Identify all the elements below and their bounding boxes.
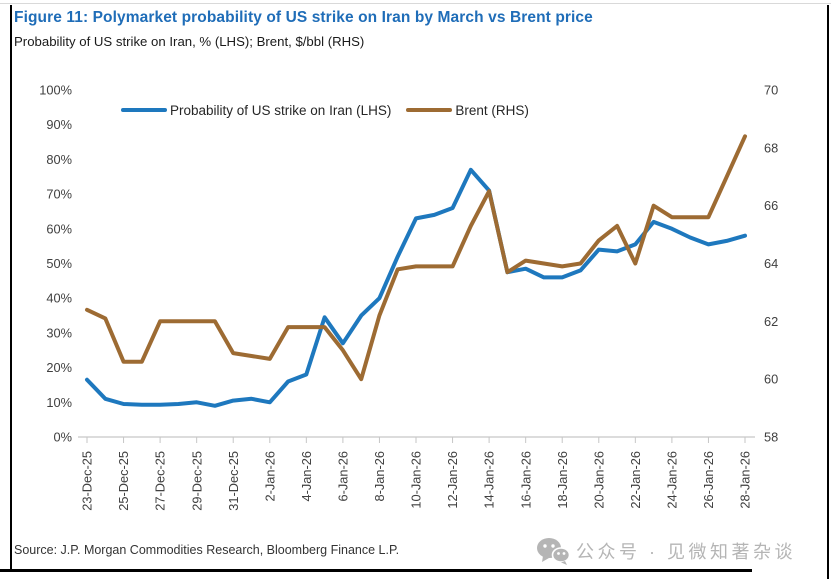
x-axis-tick-label: 16-Jan-26: [518, 451, 533, 509]
right-axis-tick-label: 60: [764, 372, 778, 387]
left-axis-tick-label: 80%: [46, 152, 72, 167]
chart-legend: Probability of US strike on Iran (LHS) B…: [121, 101, 529, 119]
page-border-bottom: [0, 569, 752, 572]
x-axis-tick-label: 18-Jan-26: [555, 451, 570, 509]
source-note: Source: J.P. Morgan Commodities Research…: [14, 543, 400, 557]
x-axis-tick-label: 6-Jan-26: [335, 451, 350, 502]
wechat-icon: [537, 538, 570, 565]
right-axis-tick-label: 64: [764, 256, 778, 271]
brent-line-swatch: [406, 107, 453, 113]
brent-line: [85, 134, 747, 382]
page-title: Figure 11: Polymarket probability of US …: [14, 9, 593, 26]
legend-item-probability: Probability of US strike on Iran (LHS): [121, 103, 391, 118]
watermark-text: 公众号 · 见微知著杂谈: [576, 542, 796, 562]
left-axis-tick-label: 90%: [46, 117, 72, 132]
x-axis-tick-label: 25-Dec-25: [116, 451, 131, 511]
x-axis-tick-label: 27-Dec-25: [153, 451, 168, 511]
legend-item-brent: Brent (RHS): [406, 103, 529, 118]
x-axis-tick-label: 8-Jan-26: [372, 451, 387, 502]
right-axis-tick-label: 66: [764, 198, 778, 213]
left-axis-tick-label: 60%: [46, 221, 72, 236]
x-axis-tick-label: 31-Dec-25: [226, 451, 241, 511]
legend-label-brent: Brent (RHS): [455, 102, 529, 118]
top-divider: [0, 3, 831, 4]
x-axis-tick-label: 14-Jan-26: [482, 451, 497, 509]
left-axis-tick-label: 70%: [46, 187, 72, 202]
right-axis-tick-label: 58: [764, 430, 778, 445]
left-axis-tick-label: 20%: [46, 360, 72, 375]
left-axis-tick-label: 50%: [46, 256, 72, 271]
x-axis-tick-label: 20-Jan-26: [591, 451, 606, 509]
right-axis-tick-label: 68: [764, 140, 778, 155]
x-axis-tick-label: 23-Dec-25: [80, 451, 95, 511]
x-axis-tick-label: 10-Jan-26: [409, 451, 424, 509]
page-border-right: [827, 5, 829, 579]
watermark: 公众号 · 见微知著杂谈: [536, 537, 796, 565]
right-axis-tick-label: 62: [764, 314, 778, 329]
x-axis-tick-label: 2-Jan-26: [262, 451, 277, 502]
probability-line-swatch: [121, 107, 167, 113]
page-border-left: [10, 5, 12, 572]
left-axis-tick-label: 30%: [46, 325, 72, 340]
x-axis-tick-label: 22-Jan-26: [628, 451, 643, 509]
left-axis-tick-label: 100%: [39, 83, 72, 98]
right-axis-tick-label: 70: [764, 83, 778, 98]
x-axis-tick-label: 24-Jan-26: [664, 451, 679, 509]
legend-label-probability: Probability of US strike on Iran (LHS): [170, 102, 392, 118]
chart-subtitle: Probability of US strike on Iran, % (LHS…: [14, 34, 365, 49]
probability-line: [85, 167, 747, 408]
x-axis-tick-label: 4-Jan-26: [299, 451, 314, 502]
x-axis-tick-label: 28-Jan-26: [738, 451, 753, 509]
left-axis-tick-label: 40%: [46, 291, 72, 306]
x-axis-tick-label: 26-Jan-26: [701, 451, 716, 509]
left-axis-tick-label: 0%: [54, 430, 73, 445]
x-axis-tick-label: 12-Jan-26: [445, 451, 460, 509]
left-axis-tick-label: 10%: [46, 395, 72, 410]
x-axis-tick-label: 29-Dec-25: [189, 451, 204, 511]
